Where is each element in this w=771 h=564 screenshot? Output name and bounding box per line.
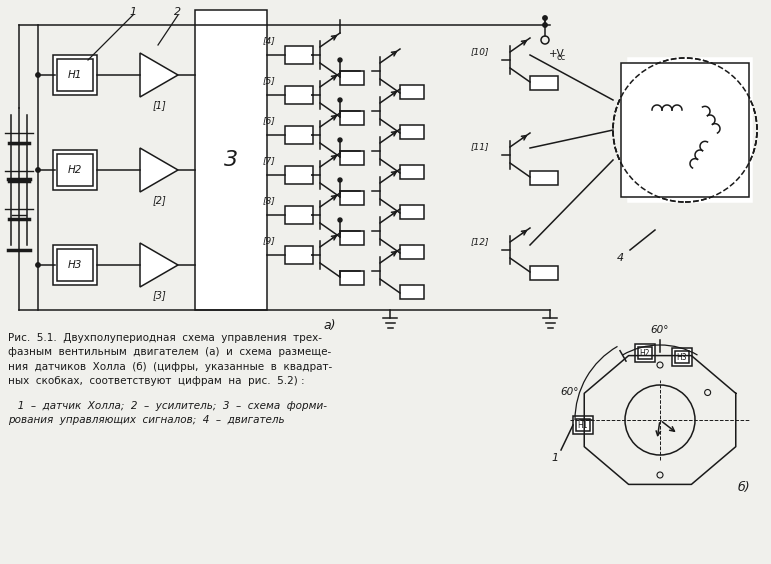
Circle shape [338,58,342,62]
Bar [635,344,655,362]
Text: [11]: [11] [471,143,490,152]
Bar [53,150,97,190]
Text: 1: 1 [130,7,136,17]
Circle shape [338,178,342,182]
Bar [621,63,749,197]
Text: 60°: 60° [651,325,669,335]
Bar [53,245,97,285]
Circle shape [35,168,40,172]
Circle shape [338,138,342,142]
Circle shape [543,23,547,27]
Text: [4]: [4] [263,37,275,46]
Text: 60°: 60° [561,387,579,397]
Text: [1]: [1] [152,100,166,110]
Text: [3]: [3] [152,290,166,300]
Bar [576,419,590,431]
Bar [285,206,313,224]
Bar [340,191,364,205]
Circle shape [338,218,342,222]
Text: [2]: [2] [152,195,166,205]
Text: H3: H3 [677,352,687,362]
Text: +V: +V [549,49,564,59]
Bar [400,125,424,139]
Bar [675,351,689,363]
Bar [340,231,364,245]
Bar [530,266,558,280]
Text: Рис.  5.1.  Двухполупериодная  схема  управления  трех-
фазным  вентильным  двиг: Рис. 5.1. Двухполупериодная схема управл… [8,333,332,386]
Text: 3: 3 [224,150,238,170]
Bar [400,165,424,179]
Text: H2: H2 [68,165,82,175]
Text: [10]: [10] [471,47,490,56]
Circle shape [35,73,40,77]
Text: H1: H1 [68,70,82,80]
Bar [340,111,364,125]
Text: H3: H3 [68,260,82,270]
Bar [400,285,424,299]
Circle shape [338,98,342,102]
Bar [285,166,313,184]
Text: [7]: [7] [263,156,275,165]
Bar [285,86,313,104]
Text: cc: cc [557,54,566,63]
Polygon shape [140,53,178,97]
Text: [12]: [12] [471,237,490,246]
Text: 1: 1 [551,453,558,463]
Text: 1  –  датчик  Холла;  2  –  усилитель;  3  –  схема  форми-
рования  управляющих: 1 – датчик Холла; 2 – усилитель; 3 – схе… [8,401,327,425]
Circle shape [35,263,40,267]
Text: 4: 4 [617,253,624,263]
Bar [57,59,93,91]
Text: [8]: [8] [263,196,275,205]
Circle shape [543,16,547,20]
Bar [530,76,558,90]
Bar [57,249,93,281]
Bar [195,10,267,310]
Bar [573,416,593,434]
Bar [340,271,364,285]
Text: [6]: [6] [263,117,275,126]
Bar [340,71,364,85]
Bar [672,348,692,366]
Text: б): б) [738,481,750,494]
Text: H2: H2 [640,349,650,358]
Polygon shape [140,148,178,192]
Text: а): а) [324,319,336,332]
Polygon shape [140,243,178,287]
Text: H1: H1 [577,421,588,430]
Bar [400,85,424,99]
Bar [285,46,313,64]
Bar [400,245,424,259]
Text: 2: 2 [174,7,181,17]
Bar [530,171,558,185]
Bar [57,154,93,186]
Bar [628,58,752,202]
Bar [53,55,97,95]
Bar [400,205,424,219]
Text: [5]: [5] [263,77,275,86]
Bar [638,347,652,359]
Text: [9]: [9] [263,236,275,245]
Bar [285,246,313,264]
Bar [285,126,313,144]
Bar [340,151,364,165]
